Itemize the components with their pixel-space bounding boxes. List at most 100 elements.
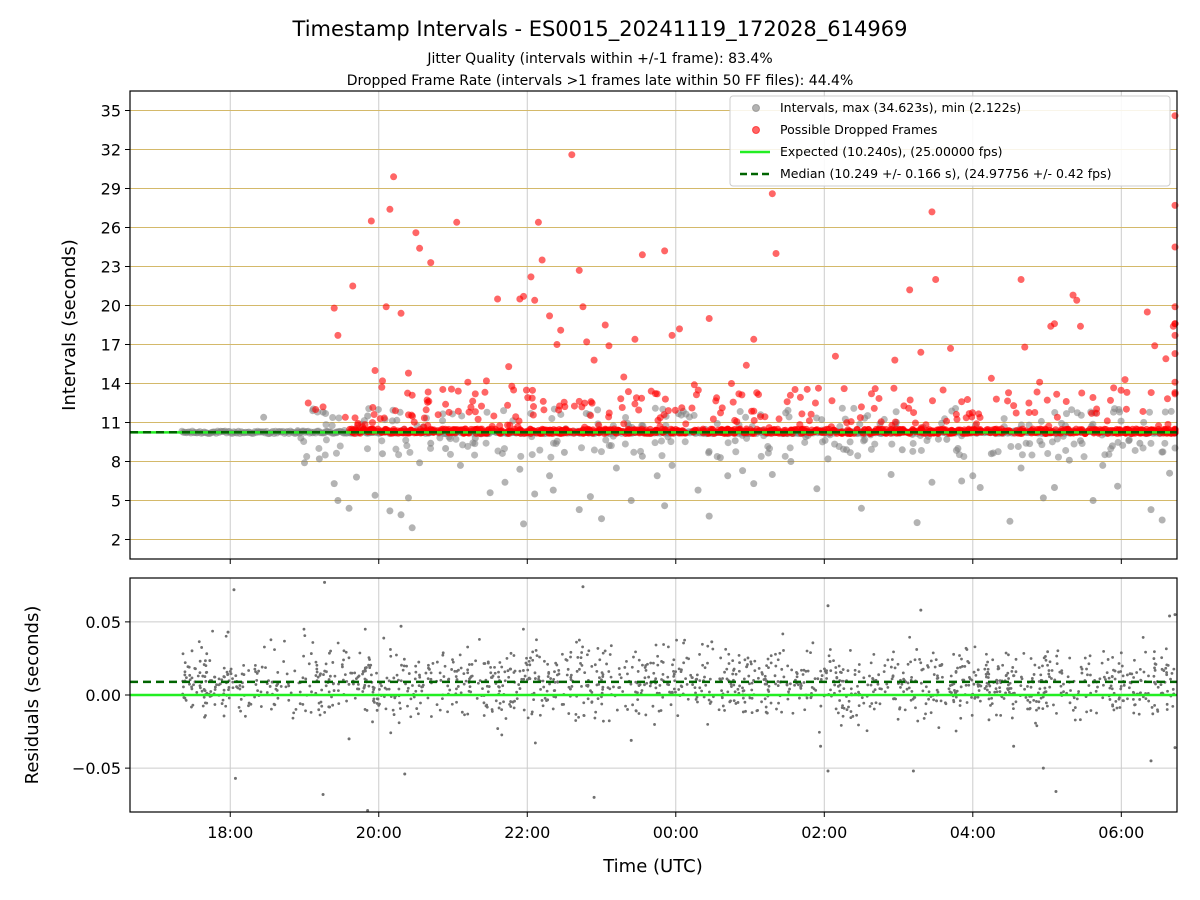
residual-point [1085, 667, 1088, 671]
residual-point [574, 712, 578, 716]
interval-point [374, 406, 382, 414]
interval-point [952, 446, 960, 454]
dropped-frame-point [512, 413, 520, 421]
dropped-frame-point [1088, 409, 1096, 417]
dropped-frame-point [814, 384, 822, 392]
interval-point [442, 445, 450, 452]
residual-point [680, 685, 684, 689]
residual-point [819, 678, 823, 681]
residual-point [960, 657, 963, 661]
residual-point [931, 651, 935, 655]
residual-point [331, 703, 335, 707]
dropped-frame-point [664, 407, 672, 415]
residual-point [530, 710, 534, 714]
interval-point [516, 465, 524, 473]
residual-point [1131, 690, 1135, 694]
residual-point [1060, 671, 1064, 675]
interval-point [1158, 516, 1166, 524]
residual-point [238, 684, 242, 687]
residual-point [857, 704, 861, 707]
residual-point [508, 703, 511, 706]
dropped-frame-point [750, 407, 758, 415]
residual-point [323, 669, 327, 673]
residual-point [1071, 708, 1075, 712]
residual-point [856, 684, 859, 688]
intervals-legend: Intervals, max (34.623s), min (2.122s) P… [729, 95, 1171, 187]
residual-point [873, 688, 877, 692]
residual-point [717, 708, 721, 712]
dropped-frame-point [891, 418, 899, 426]
residual-point [877, 673, 881, 677]
residual-point [741, 710, 745, 714]
residual-point [365, 666, 368, 669]
residual-point [919, 661, 923, 665]
residual-point [1108, 686, 1112, 690]
residual-point [287, 698, 291, 702]
residual-point [1037, 680, 1041, 683]
residual-point [448, 688, 452, 692]
residual-point [723, 670, 726, 674]
residual-point [320, 704, 324, 708]
interval-point [736, 408, 744, 416]
residual-point [1156, 685, 1160, 689]
residual-point [1101, 696, 1105, 700]
residual-point [537, 675, 541, 679]
residual-point [998, 686, 1002, 690]
residual-point [908, 635, 912, 639]
residual-point [1033, 663, 1037, 667]
residual-point [459, 666, 463, 670]
interval-point [1139, 444, 1147, 452]
residual-point [241, 685, 245, 689]
dropped-frame-point [453, 218, 461, 226]
residual-point [527, 659, 531, 663]
residual-point [518, 687, 522, 690]
residual-point [660, 659, 663, 663]
residual-point [878, 702, 882, 706]
residual-point [841, 668, 845, 671]
residual-point [862, 676, 866, 680]
residual-point [732, 683, 736, 687]
interval-point [1161, 408, 1169, 416]
residual-point [263, 645, 266, 649]
residual-point [505, 656, 509, 660]
residual-point [1132, 676, 1136, 679]
dropped-frame-point [469, 397, 477, 405]
residual-point [958, 654, 961, 657]
interval-point [917, 446, 925, 454]
interval-point [332, 449, 340, 457]
dropped-frame-point [482, 377, 490, 385]
interval-point [659, 405, 667, 413]
residual-point [916, 719, 920, 723]
residual-point [721, 704, 725, 708]
residual-point [345, 699, 348, 703]
residual-point [900, 682, 904, 686]
interval-point [500, 407, 508, 415]
residual-point [231, 677, 234, 681]
residual-point [644, 668, 648, 672]
residual-point [254, 670, 257, 674]
dropped-frame-point [529, 411, 537, 419]
residual-point [760, 700, 763, 704]
interval-point [436, 434, 444, 442]
residual-point [857, 663, 861, 666]
interval-point [742, 413, 750, 421]
residual-point [566, 667, 570, 671]
residual-point [1132, 711, 1136, 715]
dropped-frame-point [378, 377, 386, 385]
residual-point [734, 702, 738, 705]
dropped-frame-point [753, 389, 761, 397]
residual-point [315, 663, 319, 667]
residual-point [427, 666, 430, 670]
residual-point [660, 678, 663, 681]
residual-point [451, 660, 455, 664]
dropped-frame-point [922, 421, 930, 429]
residual-point [204, 659, 207, 663]
residual-point [927, 690, 931, 694]
dropped-frame-point [624, 388, 632, 396]
residual-point [1165, 673, 1169, 677]
residual-point [631, 703, 634, 707]
dropped-frame-point [1143, 308, 1151, 316]
residual-point [188, 682, 191, 686]
interval-point [1107, 445, 1115, 453]
